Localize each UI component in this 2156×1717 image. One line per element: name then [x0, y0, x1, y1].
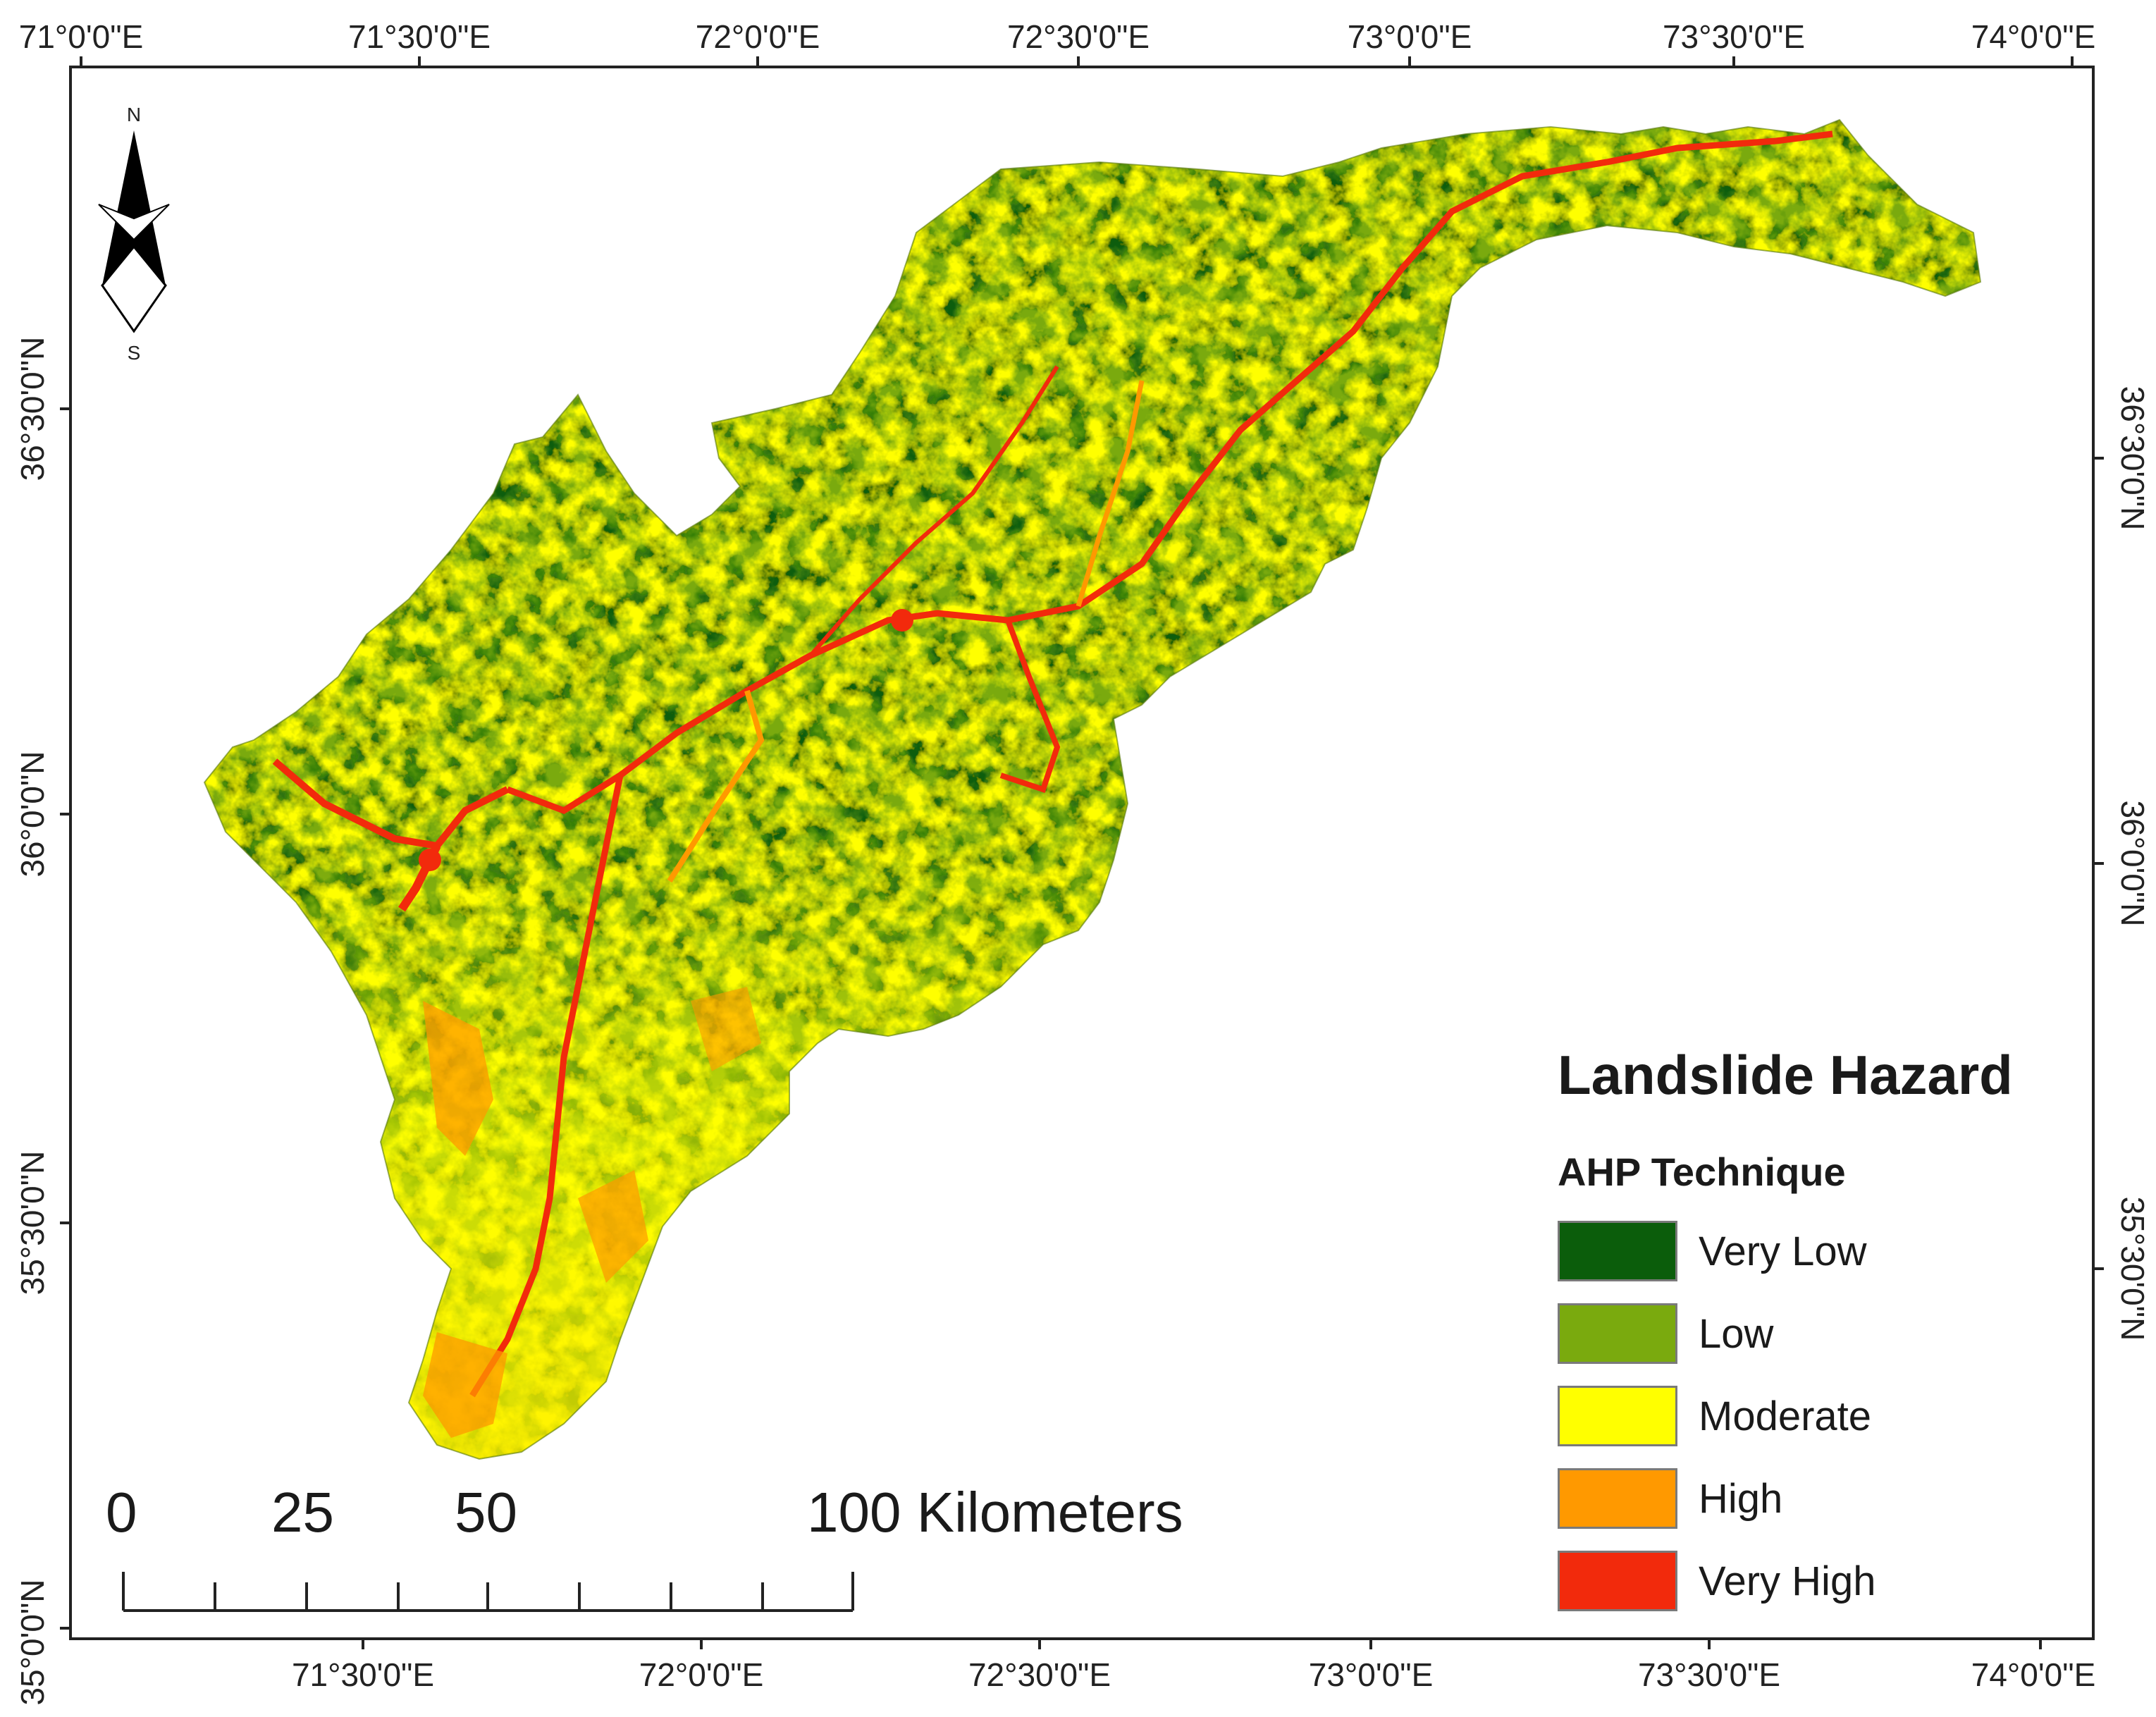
right-lat-label: 35°30'0"N	[2114, 1197, 2151, 1341]
bottom-lon-label: 73°30'0"E	[1638, 1656, 1780, 1693]
left-lat-label: 36°30'0"N	[14, 337, 51, 481]
left-lat-label: 35°30'0"N	[14, 1151, 51, 1296]
scale-label-0: 0	[106, 1481, 137, 1544]
left-lat-label: 35°0'0"N	[14, 1579, 51, 1705]
right-lat-label: 36°0'0"N	[2114, 800, 2151, 926]
legend-label: Very High	[1699, 1558, 1876, 1604]
bottom-lon-label: 74°0'0"E	[1971, 1656, 2096, 1693]
legend-item-high: High	[1558, 1467, 1782, 1530]
left-lat-label: 36°0'0"N	[14, 751, 51, 877]
scale-label-50: 50	[455, 1481, 517, 1544]
legend-label: Low	[1699, 1310, 1774, 1357]
scale-label-100: 100 Kilometers	[807, 1481, 1183, 1544]
legend-title: Landslide Hazard	[1558, 1044, 2013, 1106]
graticule-ticks	[60, 56, 2104, 1649]
basin-outline	[203, 118, 1982, 1460]
bottom-lon-label: 72°30'0"E	[968, 1656, 1111, 1693]
legend-label: Moderate	[1699, 1393, 1872, 1439]
bottom-lon-label: 73°0'0"E	[1309, 1656, 1434, 1693]
scale-bar	[122, 1572, 854, 1612]
legend-swatch	[1558, 1221, 1677, 1281]
map-frame	[69, 66, 2095, 1640]
right-lat-label: 36°30'0"N	[2114, 386, 2151, 531]
bottom-lon-label: 72°0'0"E	[639, 1656, 764, 1693]
bottom-lon-label: 71°30'0"E	[292, 1656, 434, 1693]
top-lon-label: 71°30'0"E	[348, 18, 491, 55]
top-lon-label: 72°0'0"E	[696, 18, 820, 55]
south-label: S	[128, 342, 141, 364]
legend-swatch	[1558, 1468, 1677, 1529]
top-lon-label: 73°0'0"E	[1348, 18, 1472, 55]
legend-subtitle: AHP Technique	[1558, 1150, 1846, 1194]
legend-item-low: Low	[1558, 1302, 1773, 1365]
legend-item-moderate: Moderate	[1558, 1384, 1871, 1448]
legend-swatch	[1558, 1303, 1677, 1364]
legend-swatch	[1558, 1551, 1677, 1611]
legend-item-very-high: Very High	[1558, 1549, 1875, 1613]
top-lon-label: 71°0'0"E	[19, 18, 144, 55]
top-lon-label: 72°30'0"E	[1007, 18, 1150, 55]
top-lon-label: 74°0'0"E	[1971, 18, 2096, 55]
legend-label: Very Low	[1699, 1228, 1867, 1274]
top-lon-label: 73°30'0"E	[1663, 18, 1805, 55]
north-arrow-icon: N S	[98, 104, 170, 364]
scale-label-25: 25	[271, 1481, 334, 1544]
north-label: N	[127, 104, 141, 125]
legend-label: High	[1699, 1475, 1783, 1522]
legend-swatch	[1558, 1386, 1677, 1446]
legend-item-very-low: Very Low	[1558, 1219, 1867, 1283]
